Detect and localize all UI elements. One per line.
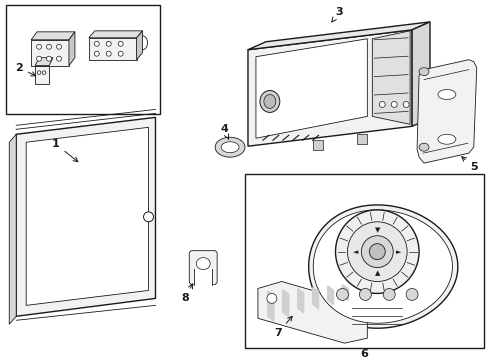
Bar [244, 174, 483, 348]
Circle shape [57, 44, 61, 49]
Polygon shape [416, 60, 476, 163]
Bar [6, 5, 160, 114]
Ellipse shape [418, 143, 428, 151]
Circle shape [359, 288, 370, 300]
Circle shape [94, 41, 99, 46]
Bar [31, 40, 69, 66]
Bar [89, 38, 136, 60]
Polygon shape [136, 31, 142, 60]
Polygon shape [327, 286, 333, 305]
Text: 2: 2 [15, 63, 36, 76]
Polygon shape [69, 32, 75, 66]
Text: ◄: ◄ [352, 249, 357, 255]
Circle shape [361, 236, 392, 267]
Polygon shape [89, 31, 142, 38]
Ellipse shape [196, 258, 210, 270]
Text: 3: 3 [331, 7, 343, 22]
Polygon shape [411, 22, 429, 126]
Text: ►: ► [396, 249, 401, 255]
Polygon shape [282, 290, 288, 317]
Ellipse shape [437, 90, 455, 99]
Text: 7: 7 [273, 316, 292, 338]
Circle shape [94, 51, 99, 56]
Polygon shape [26, 127, 148, 305]
Text: 4: 4 [220, 124, 228, 140]
Bar [312, 140, 322, 150]
Circle shape [143, 212, 153, 222]
Circle shape [42, 71, 46, 75]
Ellipse shape [418, 68, 428, 76]
Circle shape [379, 102, 385, 107]
Polygon shape [16, 117, 155, 316]
Circle shape [37, 71, 41, 75]
Polygon shape [257, 282, 366, 343]
Circle shape [390, 102, 396, 107]
Polygon shape [194, 269, 212, 285]
Ellipse shape [215, 137, 244, 157]
Circle shape [106, 51, 111, 56]
Ellipse shape [264, 94, 275, 108]
Text: ▼: ▼ [374, 227, 379, 233]
Text: ▲: ▲ [374, 270, 379, 276]
Ellipse shape [221, 142, 239, 153]
Circle shape [406, 288, 417, 300]
Circle shape [46, 44, 51, 49]
Polygon shape [9, 134, 16, 324]
Circle shape [46, 56, 51, 61]
Circle shape [402, 102, 408, 107]
Circle shape [335, 210, 418, 293]
Polygon shape [267, 292, 273, 321]
Circle shape [266, 293, 276, 303]
Text: 1: 1 [52, 139, 78, 162]
Circle shape [37, 56, 41, 61]
Circle shape [37, 44, 41, 49]
Circle shape [368, 244, 385, 260]
Polygon shape [35, 58, 53, 66]
Circle shape [118, 41, 123, 46]
Ellipse shape [260, 90, 279, 112]
Text: 5: 5 [461, 157, 477, 172]
Polygon shape [308, 205, 457, 328]
Polygon shape [255, 39, 366, 138]
Polygon shape [247, 30, 411, 146]
Polygon shape [247, 22, 429, 50]
Bar [35, 66, 49, 84]
Text: 8: 8 [181, 284, 192, 303]
Circle shape [336, 288, 348, 300]
Circle shape [106, 41, 111, 46]
Circle shape [118, 51, 123, 56]
Circle shape [383, 288, 394, 300]
Polygon shape [297, 289, 303, 313]
Circle shape [57, 56, 61, 61]
Polygon shape [312, 287, 318, 309]
Polygon shape [313, 210, 451, 323]
FancyBboxPatch shape [189, 251, 217, 284]
Text: 6: 6 [360, 349, 367, 359]
Circle shape [347, 222, 407, 282]
Polygon shape [371, 31, 409, 124]
Bar [357, 134, 366, 144]
Ellipse shape [437, 134, 455, 144]
Polygon shape [31, 32, 75, 40]
Polygon shape [342, 285, 348, 301]
